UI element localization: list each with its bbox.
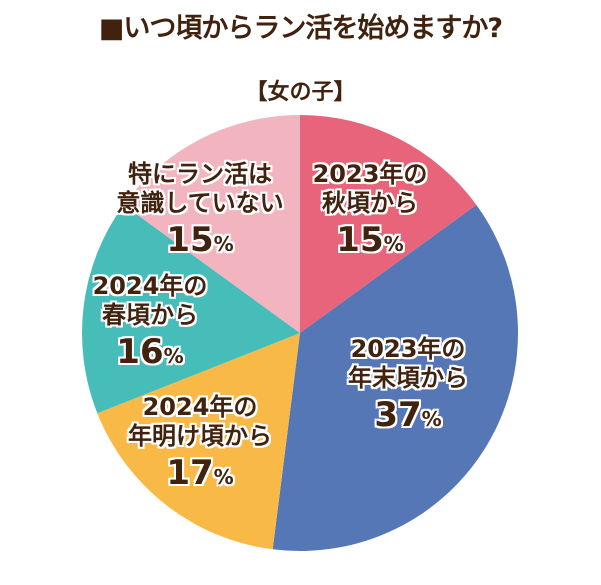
chart-title: ■いつ頃からラン活を始めますか? — [98, 13, 503, 44]
slice-label-line1: 特にラン活は — [128, 160, 272, 188]
slice-label-line2: 春頃から — [101, 301, 198, 329]
slice-percent: 16% — [116, 332, 184, 372]
slice-label-line2: 意識していない — [116, 189, 284, 217]
slice-label-line1: 2024年の — [142, 393, 258, 421]
pie-slice — [272, 204, 518, 552]
slice-label: 特にラン活は 意識していない 15% — [116, 160, 283, 266]
pie-slice — [123, 115, 300, 333]
slice-label-line2: 年明け頃から — [128, 422, 272, 450]
slice-percent: 17% — [166, 453, 234, 493]
slice-label-line1: 2023年の — [312, 160, 428, 188]
slice-label-line2: 年末頃から — [348, 364, 468, 392]
pie-slice — [300, 115, 477, 333]
slice-percent: 15% — [336, 220, 404, 260]
slice-label-line1: 2023年の — [350, 335, 466, 363]
slice-label-line1: 2024年の — [92, 272, 208, 300]
slice-label: 2024年の 年明け頃から 17% — [128, 393, 272, 499]
slice-percent: 37% — [374, 395, 442, 435]
pie-slice — [97, 333, 301, 550]
slice-label: 2023年の 秋頃から 15% — [313, 160, 428, 266]
slice-label-line2: 秋頃から — [321, 189, 418, 217]
pie-slice — [81, 204, 300, 414]
chart-subtitle: 【女の子】 — [245, 80, 356, 105]
slice-label: 2024年の 春頃から 16% — [93, 272, 208, 378]
slice-label: 2023年の 年末頃から 37% — [348, 335, 468, 441]
slice-percent: 15% — [166, 220, 234, 260]
